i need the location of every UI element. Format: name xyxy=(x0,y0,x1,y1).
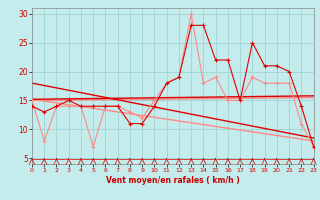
X-axis label: Vent moyen/en rafales ( km/h ): Vent moyen/en rafales ( km/h ) xyxy=(106,176,240,185)
